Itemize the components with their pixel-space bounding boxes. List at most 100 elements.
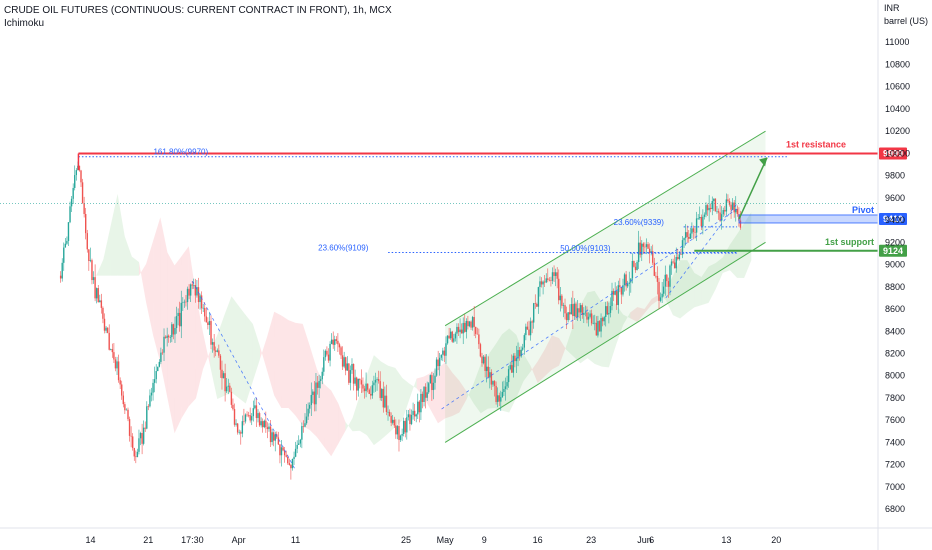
candle-body bbox=[677, 257, 679, 260]
candle-body bbox=[448, 335, 450, 339]
candle-body bbox=[691, 228, 693, 234]
candle-body bbox=[699, 217, 701, 219]
cloud-segment bbox=[131, 256, 139, 276]
candle-body bbox=[532, 303, 535, 323]
candle-body bbox=[175, 316, 178, 329]
currency-label: INR bbox=[884, 3, 900, 13]
candle-body bbox=[133, 447, 135, 457]
candle-body bbox=[453, 338, 455, 342]
candle-body bbox=[301, 426, 303, 440]
candle-body bbox=[446, 335, 449, 344]
cloud-segment bbox=[402, 378, 410, 421]
candle-body bbox=[583, 313, 585, 315]
candle-body bbox=[127, 409, 129, 420]
candle-body bbox=[697, 218, 699, 219]
candle-body bbox=[669, 265, 671, 287]
candle-body bbox=[434, 375, 436, 383]
x-tick-label: 14 bbox=[86, 535, 96, 545]
candle-body bbox=[185, 301, 187, 303]
candle-body bbox=[213, 342, 215, 351]
candle-body bbox=[241, 421, 244, 434]
candle-body bbox=[91, 260, 93, 281]
candle-body bbox=[299, 439, 301, 444]
candle-body bbox=[501, 391, 504, 398]
x-tick-label: 21 bbox=[143, 535, 153, 545]
candle-body bbox=[340, 347, 342, 356]
cloud-segment bbox=[174, 255, 182, 434]
candle-body bbox=[108, 332, 110, 350]
candle-body bbox=[614, 291, 616, 295]
candle-body bbox=[412, 410, 414, 415]
support-label: 1st support bbox=[825, 237, 874, 247]
cloud-segment bbox=[188, 246, 196, 407]
cloud-segment bbox=[665, 275, 673, 316]
candle-body bbox=[648, 248, 651, 253]
candle-body bbox=[504, 386, 507, 389]
candle-body bbox=[727, 199, 729, 201]
candle-body bbox=[178, 312, 181, 327]
candle-body bbox=[637, 242, 640, 263]
candle-body bbox=[99, 300, 101, 303]
candle-body bbox=[164, 336, 167, 338]
candle-body bbox=[459, 329, 461, 333]
candle-body bbox=[725, 199, 728, 212]
cloud-segment bbox=[623, 312, 631, 325]
candle-body bbox=[431, 375, 433, 391]
indicator-label[interactable]: Ichimoku bbox=[4, 18, 45, 29]
cloud-segment bbox=[438, 362, 446, 424]
x-tick-label: 23 bbox=[586, 535, 596, 545]
candle-body bbox=[388, 411, 391, 417]
candle-body bbox=[125, 409, 128, 411]
candle-body bbox=[186, 288, 189, 303]
candle-body bbox=[586, 312, 588, 320]
candle-body bbox=[567, 312, 569, 321]
candle-body bbox=[482, 356, 485, 364]
candle-body bbox=[95, 288, 98, 299]
candle-body bbox=[616, 291, 618, 306]
candle-body bbox=[716, 211, 718, 212]
candle-body bbox=[709, 207, 712, 210]
price-channel bbox=[444, 130, 766, 443]
candle-body bbox=[379, 381, 381, 398]
candle-body bbox=[334, 339, 336, 345]
candle-body bbox=[269, 426, 272, 443]
candle-body bbox=[163, 336, 165, 353]
candle-body bbox=[130, 435, 132, 437]
candle-body bbox=[642, 243, 645, 247]
candle-body bbox=[346, 363, 348, 371]
candle-body bbox=[478, 334, 480, 345]
candle-body bbox=[713, 198, 715, 202]
candle-body bbox=[78, 165, 81, 171]
cloud-segment bbox=[160, 217, 168, 399]
cloud-segment bbox=[267, 311, 275, 396]
candle-body bbox=[330, 339, 333, 344]
candle-body bbox=[730, 204, 732, 210]
candle-body bbox=[252, 408, 255, 417]
candle-body bbox=[128, 419, 131, 436]
cloud-segment bbox=[644, 299, 652, 314]
candle-body bbox=[268, 426, 270, 430]
candle-body bbox=[619, 285, 621, 288]
x-tick-label: 6 bbox=[649, 535, 654, 545]
y-tick-label: 10800 bbox=[885, 59, 910, 69]
candle-body bbox=[197, 287, 200, 303]
candle-body bbox=[437, 359, 439, 367]
candle-body bbox=[399, 435, 402, 440]
candle-body bbox=[233, 409, 236, 425]
y-tick-label: 7400 bbox=[885, 437, 905, 447]
cloud-segment bbox=[701, 266, 709, 306]
candle-body bbox=[376, 379, 378, 380]
candle-body bbox=[235, 423, 237, 425]
candle-body bbox=[119, 380, 121, 385]
candle-body bbox=[672, 261, 674, 263]
y-tick-label: 9200 bbox=[885, 237, 905, 247]
x-tick-label: 16 bbox=[533, 535, 543, 545]
candle-body bbox=[80, 170, 82, 183]
candle-body bbox=[274, 434, 276, 441]
candle-body bbox=[590, 313, 593, 324]
candle-body bbox=[564, 305, 566, 314]
candle-body bbox=[365, 383, 367, 392]
candle-body bbox=[451, 331, 453, 342]
candle-body bbox=[152, 382, 154, 393]
